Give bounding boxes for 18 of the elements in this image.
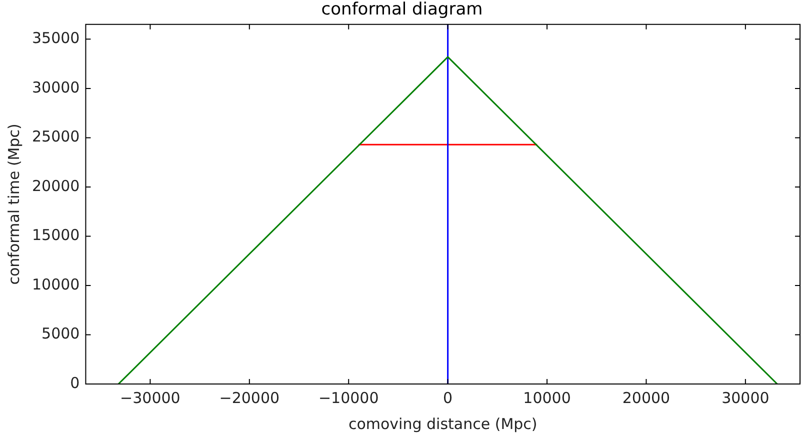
y-tick-label: 10000 bbox=[32, 275, 80, 294]
chart-title: conformal diagram bbox=[321, 0, 483, 20]
y-tick-label: 30000 bbox=[32, 78, 80, 96]
x-tick-label: −30000 bbox=[120, 388, 180, 407]
y-tick-label: 20000 bbox=[32, 176, 80, 195]
x-tick-label: 0 bbox=[443, 388, 453, 407]
y-tick-label: 25000 bbox=[32, 128, 80, 146]
x-tick-label: 10000 bbox=[523, 388, 571, 407]
y-tick-label: 5000 bbox=[42, 324, 80, 343]
y-tick-label: 35000 bbox=[32, 29, 80, 48]
x-tick-label: −10000 bbox=[318, 388, 379, 407]
y-tick-label: 0 bbox=[70, 374, 80, 392]
x-axis-title: comoving distance (Mpc) bbox=[348, 414, 538, 433]
y-axis-title: conformal time (Mpc) bbox=[4, 124, 23, 285]
x-tick-label: −20000 bbox=[219, 388, 280, 407]
y-tick-label: 15000 bbox=[32, 226, 80, 244]
x-tick-label: 30000 bbox=[722, 388, 770, 407]
x-tick-label: 20000 bbox=[622, 388, 670, 407]
